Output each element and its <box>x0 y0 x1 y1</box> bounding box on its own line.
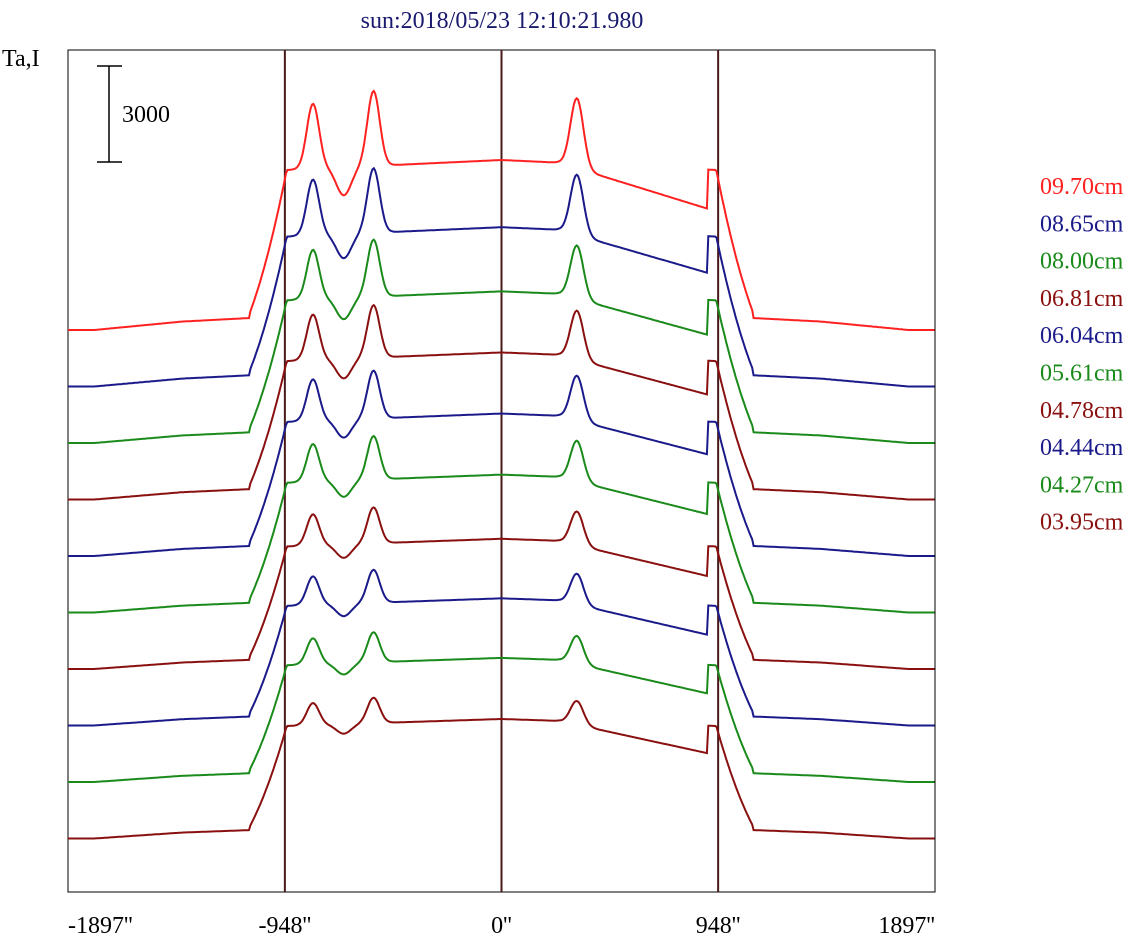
series-group <box>68 89 935 840</box>
x-tick-label: 1897'' <box>878 913 935 939</box>
legend-item: 06.04cm <box>1040 323 1124 349</box>
series-line-04.78cm <box>68 506 935 670</box>
series-line-05.61cm <box>68 434 935 614</box>
scale-bar: 3000 <box>97 65 170 163</box>
legend-item: 08.65cm <box>1040 211 1124 237</box>
scale-bar-label: 3000 <box>122 102 170 128</box>
y-axis-label: Ta,I <box>2 46 40 72</box>
x-axis-ticks: -1897'' -948'' 0'' 948'' 1897'' <box>68 913 935 939</box>
x-tick-label: -948'' <box>259 913 312 939</box>
series-line-09.70cm <box>68 89 935 331</box>
series-line-04.44cm <box>68 568 935 727</box>
legend-item: 05.61cm <box>1040 361 1124 387</box>
x-tick-label: 0'' <box>491 913 512 939</box>
legend-item: 03.95cm <box>1040 510 1124 536</box>
vertical-reference-lines <box>283 50 720 892</box>
legend: 09.70cm 08.65cm 08.00cm 06.81cm 06.04cm 05.61… <box>1040 174 1124 536</box>
series-line-08.00cm <box>68 238 935 444</box>
series-line-06.81cm <box>68 303 935 501</box>
series-line-03.95cm <box>68 696 935 840</box>
series-line-06.04cm <box>68 369 935 557</box>
legend-item: 08.00cm <box>1040 249 1124 275</box>
legend-item: 04.44cm <box>1040 435 1124 461</box>
legend-item: 09.70cm <box>1040 174 1124 200</box>
chart-title: sun:2018/05/23 12:10:21.980 <box>361 8 644 34</box>
x-tick-label: -1897'' <box>68 913 133 939</box>
series-line-04.27cm <box>68 631 935 783</box>
series-line-08.65cm <box>68 166 935 388</box>
legend-item: 04.27cm <box>1040 472 1124 498</box>
legend-item: 04.78cm <box>1040 398 1124 424</box>
x-tick-label: 948'' <box>696 913 741 939</box>
legend-item: 06.81cm <box>1040 286 1124 312</box>
